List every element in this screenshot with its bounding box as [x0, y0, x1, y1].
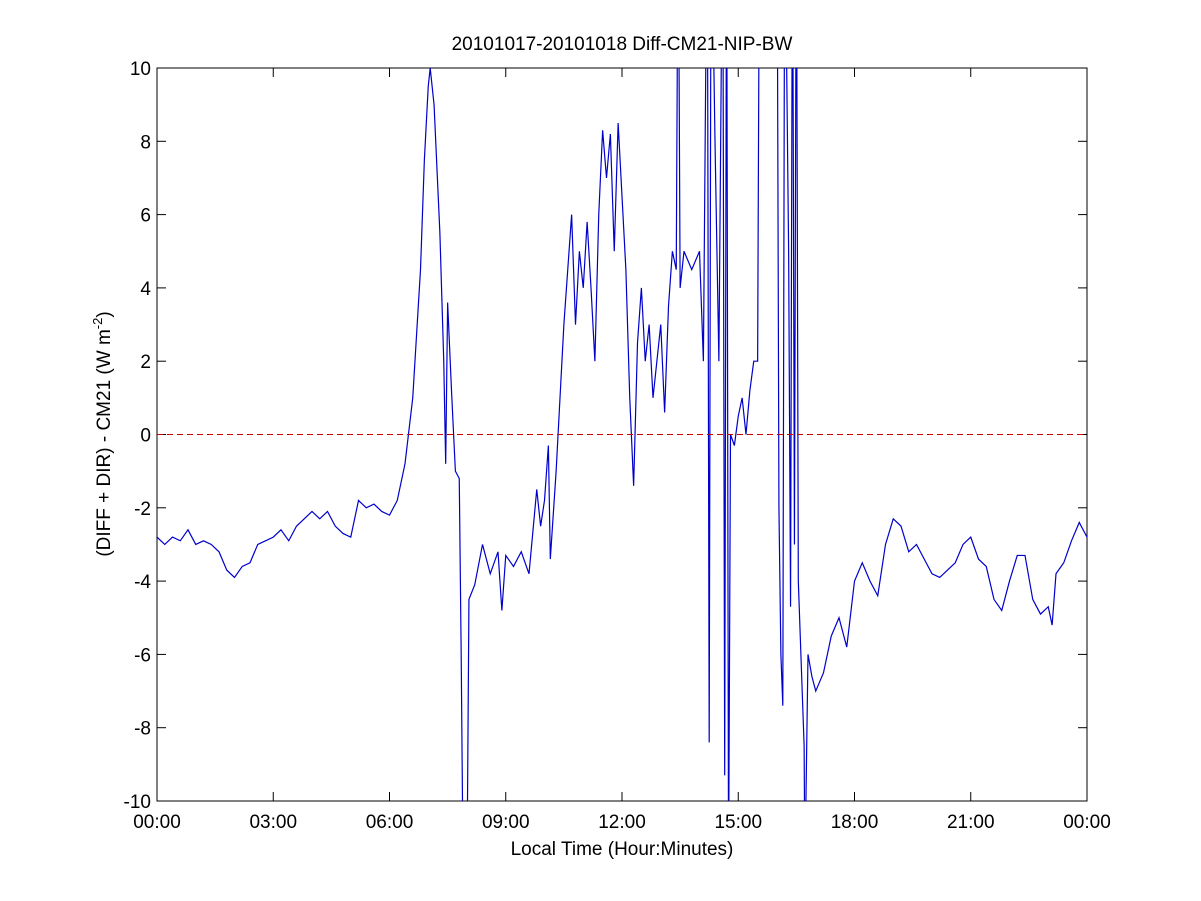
- y-label-end: ): [94, 311, 115, 317]
- y-tick-label: -8: [134, 719, 151, 740]
- x-tick-label: 00:00: [133, 812, 181, 833]
- x-tick-label: 03:00: [249, 812, 297, 833]
- x-tick-label: 09:00: [482, 812, 530, 833]
- y-tick-label: -6: [134, 645, 151, 666]
- x-tick-label: 12:00: [598, 812, 646, 833]
- y-tick-label: 0: [140, 426, 151, 447]
- x-tick-label: 15:00: [714, 812, 762, 833]
- x-tick-label: 21:00: [947, 812, 995, 833]
- y-tick-label: -10: [124, 792, 151, 813]
- y-tick-label: 4: [140, 279, 151, 300]
- x-tick-label: 00:00: [1063, 812, 1111, 833]
- data-line: [157, 68, 1087, 801]
- x-tick-label: 06:00: [366, 812, 414, 833]
- y-tick-label: -4: [134, 572, 151, 593]
- y-label-main: (DIFF + DIR) - CM21 (W m: [94, 329, 115, 556]
- y-tick-label: 2: [140, 352, 151, 373]
- y-label-sup: -2: [90, 318, 105, 330]
- y-tick-label: -2: [134, 499, 151, 520]
- y-tick-label: 8: [140, 132, 151, 153]
- x-axis-label: Local Time (Hour:Minutes): [511, 839, 734, 860]
- chart-title: 20101017-20101018 Diff-CM21-NIP-BW: [452, 34, 793, 55]
- y-tick-label: 10: [130, 59, 151, 80]
- y-tick-label: 6: [140, 206, 151, 227]
- y-axis-label: (DIFF + DIR) - CM21 (W m-2): [90, 311, 115, 556]
- x-tick-label: 18:00: [831, 812, 879, 833]
